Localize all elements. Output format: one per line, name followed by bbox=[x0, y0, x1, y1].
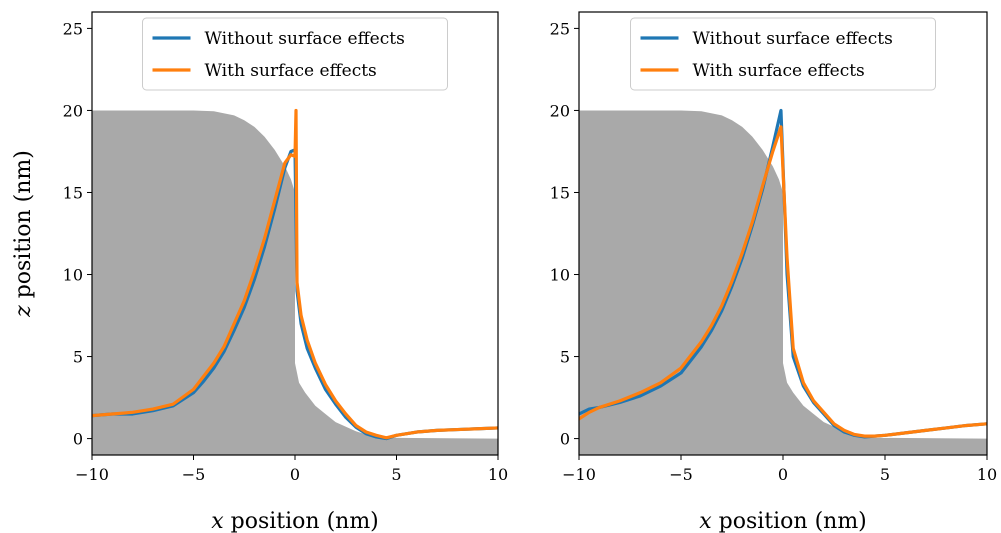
y-tick-label: 0 bbox=[73, 430, 83, 449]
legend: Without surface effects With surface effe… bbox=[142, 17, 448, 91]
x-tick-label: 10 bbox=[488, 465, 508, 484]
y-tick-label: 25 bbox=[63, 19, 83, 38]
y-axis-label-var: z bbox=[11, 305, 36, 318]
series-line-with-surface-effects bbox=[579, 125, 987, 438]
legend-label: With surface effects bbox=[205, 61, 377, 81]
plot-area bbox=[579, 108, 987, 455]
x-tick-label: 10 bbox=[977, 465, 997, 484]
y-tick-label: 25 bbox=[550, 19, 570, 38]
legend-label: With surface effects bbox=[693, 61, 865, 81]
x-tick-label: −10 bbox=[562, 465, 596, 484]
legend-label: Without surface effects bbox=[205, 29, 405, 49]
y-tick-label: 0 bbox=[560, 430, 570, 449]
chart-panel-2: −10 −5 0 5 10 0 5 10 15 20 25 x position (nm) Withou… bbox=[550, 11, 997, 533]
x-tick-label: −5 bbox=[182, 465, 206, 484]
y-tick-label: 20 bbox=[63, 101, 83, 120]
y-tick-label: 15 bbox=[550, 183, 570, 202]
y-tick-label: 5 bbox=[560, 348, 570, 367]
x-axis-label: x position (nm) bbox=[699, 509, 867, 533]
x-axis-label-text: position (nm) bbox=[712, 509, 867, 533]
x-tick-label: 0 bbox=[290, 465, 300, 484]
y-tick-label: 15 bbox=[63, 183, 83, 202]
legend-box bbox=[142, 17, 448, 91]
x-axis-label-var: x bbox=[699, 509, 712, 533]
x-axis-label: x position (nm) bbox=[211, 509, 379, 533]
y-axis-label: z position (nm) bbox=[11, 150, 36, 318]
y-tick-label: 20 bbox=[550, 101, 570, 120]
y-axis-label-text: position (nm) bbox=[11, 150, 36, 305]
x-tick-label: 0 bbox=[778, 465, 788, 484]
y-tick-label: 5 bbox=[73, 348, 83, 367]
series-line-with-surface-effects bbox=[92, 108, 498, 440]
x-axis-label-text: position (nm) bbox=[224, 509, 379, 533]
x-tick-label: 5 bbox=[880, 465, 890, 484]
legend-box bbox=[630, 17, 936, 91]
x-tick-label: −5 bbox=[669, 465, 693, 484]
legend: Without surface effects With surface effe… bbox=[630, 17, 936, 91]
x-tick-label: 5 bbox=[391, 465, 401, 484]
y-tick-label: 10 bbox=[63, 266, 83, 285]
legend-label: Without surface effects bbox=[693, 29, 893, 49]
plot-area bbox=[92, 108, 498, 455]
surface-region bbox=[92, 110, 498, 455]
x-axis-label-var: x bbox=[211, 509, 224, 533]
x-tick-label: −10 bbox=[75, 465, 109, 484]
y-tick-label: 10 bbox=[550, 266, 570, 285]
